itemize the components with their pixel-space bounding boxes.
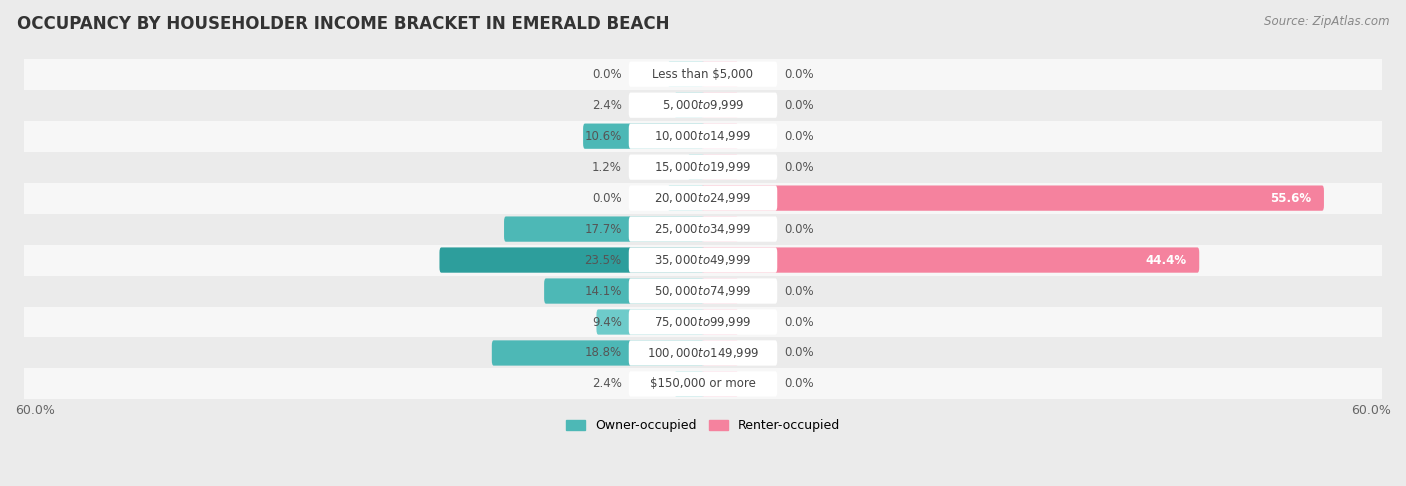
FancyBboxPatch shape [628,216,778,242]
FancyBboxPatch shape [24,183,1382,214]
FancyBboxPatch shape [702,92,738,118]
FancyBboxPatch shape [628,92,778,118]
FancyBboxPatch shape [503,216,704,242]
FancyBboxPatch shape [702,62,738,87]
Text: 55.6%: 55.6% [1270,191,1310,205]
FancyBboxPatch shape [24,244,1382,276]
FancyBboxPatch shape [628,278,778,304]
FancyBboxPatch shape [24,307,1382,337]
FancyBboxPatch shape [675,92,704,118]
Text: 0.0%: 0.0% [785,130,814,143]
FancyBboxPatch shape [596,310,704,335]
FancyBboxPatch shape [24,214,1382,244]
Text: 0.0%: 0.0% [785,347,814,360]
Text: 14.1%: 14.1% [585,284,621,297]
FancyBboxPatch shape [24,152,1382,183]
Text: 0.0%: 0.0% [785,99,814,112]
Text: $20,000 to $24,999: $20,000 to $24,999 [654,191,752,205]
Text: $100,000 to $149,999: $100,000 to $149,999 [647,346,759,360]
Text: 2.4%: 2.4% [592,378,621,390]
FancyBboxPatch shape [702,247,1199,273]
Text: 44.4%: 44.4% [1144,254,1187,266]
FancyBboxPatch shape [24,90,1382,121]
Text: 0.0%: 0.0% [785,315,814,329]
FancyBboxPatch shape [702,340,738,365]
FancyBboxPatch shape [583,123,704,149]
Text: 0.0%: 0.0% [785,223,814,236]
FancyBboxPatch shape [440,247,704,273]
Text: 9.4%: 9.4% [592,315,621,329]
FancyBboxPatch shape [688,155,704,180]
Text: 2.4%: 2.4% [592,99,621,112]
Text: 0.0%: 0.0% [592,191,621,205]
FancyBboxPatch shape [24,337,1382,368]
Text: $5,000 to $9,999: $5,000 to $9,999 [662,98,744,112]
FancyBboxPatch shape [702,186,1324,211]
Text: $10,000 to $14,999: $10,000 to $14,999 [654,129,752,143]
FancyBboxPatch shape [628,340,778,365]
FancyBboxPatch shape [702,155,738,180]
FancyBboxPatch shape [702,371,738,397]
FancyBboxPatch shape [24,276,1382,307]
FancyBboxPatch shape [628,247,778,273]
Text: $75,000 to $99,999: $75,000 to $99,999 [654,315,752,329]
Text: 10.6%: 10.6% [585,130,621,143]
FancyBboxPatch shape [628,310,778,335]
Text: 0.0%: 0.0% [785,161,814,174]
FancyBboxPatch shape [668,186,704,211]
Text: 0.0%: 0.0% [592,68,621,81]
Text: 0.0%: 0.0% [785,68,814,81]
FancyBboxPatch shape [702,310,738,335]
FancyBboxPatch shape [628,155,778,180]
Text: OCCUPANCY BY HOUSEHOLDER INCOME BRACKET IN EMERALD BEACH: OCCUPANCY BY HOUSEHOLDER INCOME BRACKET … [17,15,669,33]
Text: 0.0%: 0.0% [785,284,814,297]
FancyBboxPatch shape [628,186,778,211]
Text: $50,000 to $74,999: $50,000 to $74,999 [654,284,752,298]
FancyBboxPatch shape [628,123,778,149]
Text: 23.5%: 23.5% [585,254,621,266]
Text: 0.0%: 0.0% [785,378,814,390]
FancyBboxPatch shape [492,340,704,365]
Text: Less than $5,000: Less than $5,000 [652,68,754,81]
Text: $35,000 to $49,999: $35,000 to $49,999 [654,253,752,267]
FancyBboxPatch shape [628,371,778,397]
Text: $15,000 to $19,999: $15,000 to $19,999 [654,160,752,174]
Text: 17.7%: 17.7% [585,223,621,236]
FancyBboxPatch shape [702,216,738,242]
FancyBboxPatch shape [544,278,704,304]
FancyBboxPatch shape [628,62,778,87]
FancyBboxPatch shape [24,368,1382,399]
Text: $25,000 to $34,999: $25,000 to $34,999 [654,222,752,236]
FancyBboxPatch shape [675,371,704,397]
Legend: Owner-occupied, Renter-occupied: Owner-occupied, Renter-occupied [561,415,845,437]
FancyBboxPatch shape [668,62,704,87]
FancyBboxPatch shape [24,59,1382,90]
Text: $150,000 or more: $150,000 or more [650,378,756,390]
FancyBboxPatch shape [24,121,1382,152]
Text: Source: ZipAtlas.com: Source: ZipAtlas.com [1264,15,1389,28]
Text: 1.2%: 1.2% [592,161,621,174]
FancyBboxPatch shape [702,123,738,149]
Text: 18.8%: 18.8% [585,347,621,360]
FancyBboxPatch shape [702,278,738,304]
